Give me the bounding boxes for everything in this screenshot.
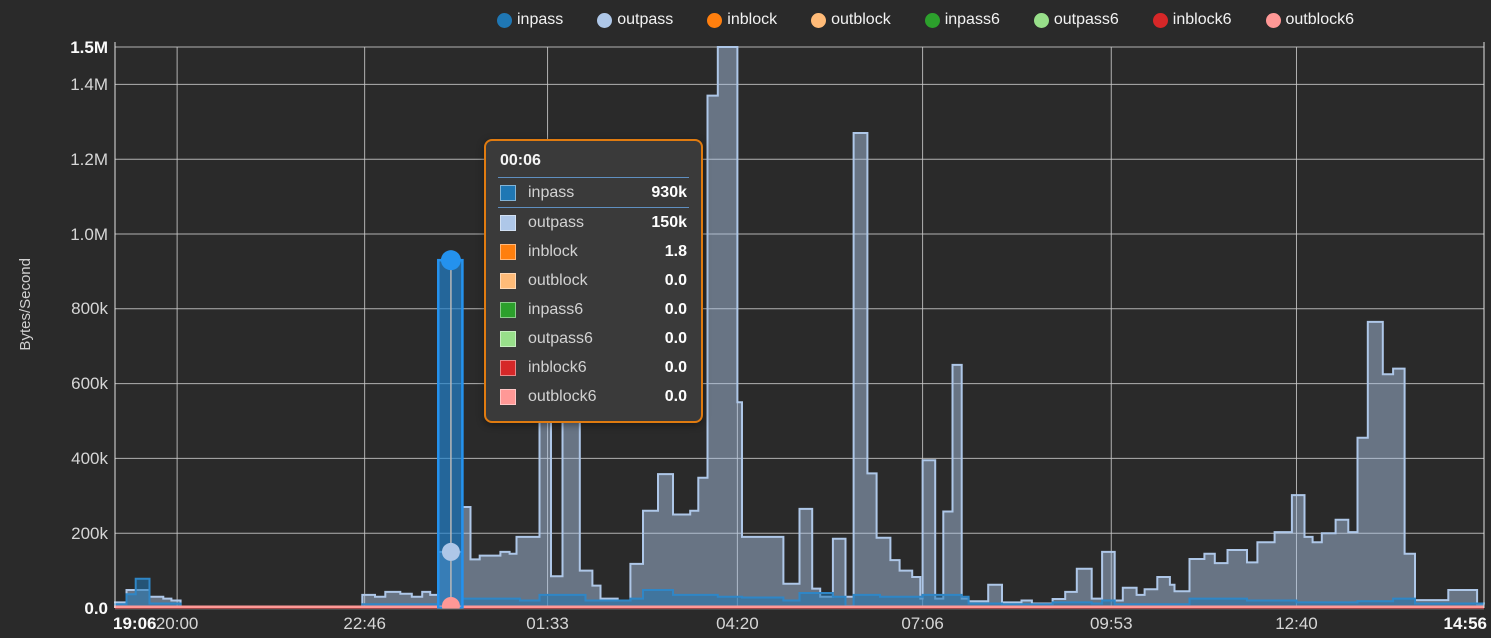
y-tick-label: 600k xyxy=(71,374,108,394)
tooltip-rows: inpass 930k outpass 150k inblock 1.8 outblock 0… xyxy=(498,177,689,411)
y-tick-label: 0.0 xyxy=(84,598,108,618)
legend-dot-icon xyxy=(1033,12,1049,28)
tooltip-row-value: 0.0 xyxy=(664,358,687,376)
tooltip-row-label: inpass xyxy=(528,183,575,201)
legend-item-inblock6[interactable]: inblock6 xyxy=(1152,11,1232,29)
tooltip-row-label: inblock6 xyxy=(528,358,587,376)
legend-item-inpass[interactable]: inpass xyxy=(497,11,563,29)
series-outpass-area xyxy=(115,47,1484,608)
y-axis-title: Bytes/Second xyxy=(17,258,34,351)
tooltip-row-inpass6: inpass6 0.0 xyxy=(498,295,689,324)
legend-dot-icon xyxy=(1265,12,1281,28)
legend-item-outblock[interactable]: outblock xyxy=(811,11,891,29)
x-tick-label: 01:33 xyxy=(526,614,569,633)
legend-item-label: outpass6 xyxy=(1053,11,1119,28)
hover-dot-outpass-icon xyxy=(441,542,460,561)
legend-item-label: outblock xyxy=(831,11,891,28)
tooltip-row-value: 930k xyxy=(651,183,687,201)
tooltip-row-label: outblock xyxy=(528,271,588,289)
legend-item-label: inblock6 xyxy=(1172,11,1232,28)
tooltip-row-label: outpass xyxy=(528,213,585,231)
tooltip-row-value: 0.0 xyxy=(664,300,687,318)
tooltip-row-outpass6: outpass6 0.0 xyxy=(498,324,689,353)
legend-dot-icon xyxy=(597,12,613,28)
tooltip-row-outblock: outblock 0.0 xyxy=(498,266,689,295)
legend-item-outpass6[interactable]: outpass6 xyxy=(1033,11,1119,29)
x-tick-label: 07:06 xyxy=(901,614,944,633)
legend-item-outpass[interactable]: outpass xyxy=(597,11,673,29)
legend-dot-icon xyxy=(497,12,512,28)
tooltip-swatch-icon xyxy=(500,243,516,260)
tooltip-row-outpass: outpass 150k xyxy=(498,208,689,237)
tooltip-swatch-icon xyxy=(500,214,516,231)
legend-item-label: outblock6 xyxy=(1285,11,1355,28)
y-tick-label: 1.0M xyxy=(70,224,108,244)
tooltip-row-value: 0.0 xyxy=(664,329,687,347)
tooltip-time: 00:06 xyxy=(500,152,541,169)
tooltip-row-label: inblock xyxy=(528,242,578,260)
hover-tooltip: 00:06 inpass 930k outpass 150k inblock 1.8 out… xyxy=(484,139,703,423)
legend-item-label: outpass xyxy=(617,11,674,28)
y-tick-label: 400k xyxy=(71,448,108,468)
legend-dot-icon xyxy=(811,12,827,28)
legend-dot-icon xyxy=(1152,12,1168,28)
tooltip-row-value: 1.8 xyxy=(664,242,687,260)
tooltip-row-inpass: inpass 930k xyxy=(498,177,689,208)
hover-dot-inpass-icon xyxy=(440,250,461,271)
tooltip-row-inblock: inblock 1.8 xyxy=(498,237,689,266)
tooltip-row-label: outpass6 xyxy=(528,329,593,347)
legend-item-inpass6[interactable]: inpass6 xyxy=(924,11,1000,29)
tooltip-swatch-icon xyxy=(500,272,516,289)
tooltip-row-value: 150k xyxy=(651,213,687,231)
legend-dot-icon xyxy=(924,12,940,28)
y-tick-label: 1.2M xyxy=(70,149,108,169)
series-outblock6-line xyxy=(114,605,1484,608)
x-tick-label: 20:00 xyxy=(155,614,199,633)
y-tick-label: 200k xyxy=(71,523,108,543)
y-tick-label: 1.5M xyxy=(70,37,108,57)
series-inpass-area xyxy=(115,260,1484,608)
legend-item-label: inblock xyxy=(727,11,778,28)
tooltip-row-value: 0.0 xyxy=(664,387,687,405)
tooltip-row-label: inpass6 xyxy=(528,300,584,318)
tooltip-row-inblock6: inblock6 0.0 xyxy=(498,353,689,382)
x-tick-label: 22:46 xyxy=(343,614,386,633)
x-tick-label: 12:40 xyxy=(1275,614,1318,633)
legend-dot-icon xyxy=(707,12,723,28)
series-outpass-line xyxy=(114,46,1484,609)
tooltip-row-label: outblock6 xyxy=(528,387,597,405)
legend-item-outblock6[interactable]: outblock6 xyxy=(1265,11,1355,29)
tooltip-swatch-icon xyxy=(500,330,516,347)
x-tick-label: 04:20 xyxy=(716,614,759,633)
hover-dot-outblock6-icon xyxy=(441,597,460,609)
y-tick-label: 800k xyxy=(71,299,108,319)
y-tick-label: 1.4M xyxy=(70,74,108,94)
x-tick-label: 14:56 xyxy=(1443,614,1487,633)
x-tick-label: 09:53 xyxy=(1089,614,1133,633)
x-tick-label: 19:06 xyxy=(113,614,157,633)
legend: inpass outpass inblock outblock inpass6 outpa… xyxy=(497,11,1354,29)
tooltip-row-outblock6: outblock6 0.0 xyxy=(498,382,689,411)
tooltip-row-value: 0.0 xyxy=(664,271,687,289)
legend-item-inblock[interactable]: inblock xyxy=(707,11,777,29)
legend-item-label: inpass xyxy=(517,11,564,28)
tooltip-swatch-icon xyxy=(500,359,516,376)
tooltip-swatch-icon xyxy=(500,388,516,405)
legend-item-label: inpass6 xyxy=(944,11,1000,28)
tooltip-swatch-icon xyxy=(500,301,516,318)
tooltip-swatch-icon xyxy=(500,184,516,201)
